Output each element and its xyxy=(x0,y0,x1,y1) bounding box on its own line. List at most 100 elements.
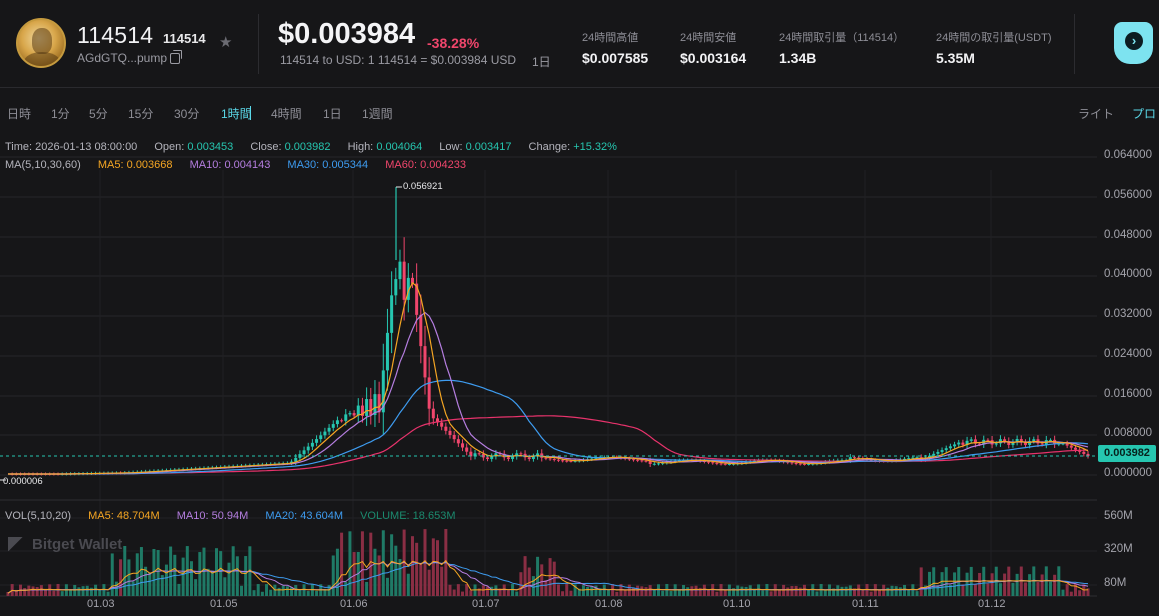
volume-bar xyxy=(690,586,694,596)
candle-body xyxy=(477,453,481,455)
theme-pro-toggle[interactable]: プロ xyxy=(1132,107,1157,121)
volume-bar xyxy=(377,555,381,596)
stat-value: 5.35M xyxy=(936,50,975,66)
volume-bar xyxy=(365,581,369,596)
candle-body xyxy=(294,457,298,462)
candle-body xyxy=(444,426,448,431)
candle-body xyxy=(790,462,794,464)
volume-bar xyxy=(1040,574,1044,596)
volume-bar xyxy=(181,557,185,596)
volume-bar xyxy=(244,556,248,596)
volume-axis-tick: 320M xyxy=(1104,543,1133,555)
volume-bar xyxy=(48,584,52,596)
volume-bar xyxy=(740,586,744,596)
volume-bar xyxy=(723,590,727,596)
candle-body xyxy=(456,439,460,444)
volume-bar xyxy=(556,584,560,596)
candle-body xyxy=(636,459,640,461)
volume-bar xyxy=(498,588,502,596)
volume-bar xyxy=(31,586,35,596)
volume-bar xyxy=(27,585,31,596)
volume-readout: VOL(5,10,20) MA5: 48.704M MA10: 50.94M M… xyxy=(5,510,455,522)
candle-body xyxy=(594,457,598,459)
divider xyxy=(258,14,259,74)
candle-body xyxy=(719,463,723,465)
expand-panel-button[interactable]: › xyxy=(1114,22,1153,64)
tab-timeframe-1h[interactable]: 1時間 xyxy=(221,107,252,121)
volume-bar xyxy=(515,591,519,596)
volume-bar xyxy=(1023,582,1027,596)
candle-body xyxy=(978,443,982,445)
candle-body xyxy=(1023,442,1027,445)
ma30-value: 0.005344 xyxy=(322,159,369,171)
volume-bar xyxy=(878,589,882,596)
tab-timeframe-30m[interactable]: 30分 xyxy=(174,107,200,121)
volume-bar xyxy=(431,538,435,596)
stat-24h-low: 24時間安値 $0.003164 xyxy=(680,29,746,66)
volume-bar xyxy=(894,586,898,596)
candle-body xyxy=(390,295,394,333)
time-axis-tick: 01.11 xyxy=(852,598,879,610)
tab-timeframe-1w[interactable]: 1週間 xyxy=(362,107,393,121)
volume-bar xyxy=(35,587,39,596)
volume-bar xyxy=(815,591,819,596)
volume-bar xyxy=(94,584,98,596)
stat-label: 24時間取引量（114514） xyxy=(779,32,905,44)
candle-body xyxy=(715,462,719,464)
volume-bar xyxy=(836,585,840,596)
candle-body xyxy=(936,451,940,454)
volume-bar xyxy=(135,553,139,596)
volume-bar xyxy=(869,591,873,596)
candle-body xyxy=(932,453,936,456)
candle-body xyxy=(652,463,656,465)
volume-bar xyxy=(661,590,665,596)
tab-timeframe-1d[interactable]: 1日 xyxy=(323,107,342,121)
volume-bar xyxy=(260,591,264,596)
volume-bar xyxy=(769,591,773,596)
volume-bar xyxy=(398,559,402,596)
volume-bar xyxy=(127,559,131,596)
volume-bar xyxy=(852,588,856,596)
volume-bar xyxy=(919,567,923,596)
candle-body xyxy=(315,439,319,443)
candle-body xyxy=(406,277,410,300)
favorite-star-icon[interactable]: ★ xyxy=(219,34,233,51)
tab-timeframe-15m[interactable]: 15分 xyxy=(128,107,154,121)
watermark-text: Bitget Wallet xyxy=(32,536,123,553)
candle-body xyxy=(1015,439,1019,443)
copy-icon[interactable] xyxy=(170,50,182,64)
candle-body xyxy=(928,455,932,458)
volume-bar xyxy=(794,585,798,596)
candle-body xyxy=(986,439,990,441)
vol-ma5-label: MA5: xyxy=(88,510,114,522)
volume-bar xyxy=(1048,581,1052,596)
volume-bar xyxy=(911,584,915,596)
ma10-value: 0.004143 xyxy=(224,159,271,171)
stat-label: 24時間高値 xyxy=(582,32,639,44)
price-axis-tick: 0.040000 xyxy=(1104,268,1152,280)
theme-light-toggle[interactable]: ライト xyxy=(1078,107,1115,121)
volume-bar xyxy=(235,556,239,596)
volume-bar xyxy=(435,540,439,596)
volume-bar xyxy=(623,589,627,596)
volume-bar xyxy=(160,575,164,596)
volume-bar xyxy=(415,542,419,596)
candle-body xyxy=(440,422,444,427)
candle-body xyxy=(1073,447,1077,450)
ma10-label: MA10: xyxy=(189,159,222,171)
volume-bar xyxy=(757,584,761,596)
token-address: AGdGTQ...pump xyxy=(77,51,168,65)
volume-bar xyxy=(98,589,102,596)
candle-body xyxy=(536,453,540,457)
tab-timeframe-5m[interactable]: 5分 xyxy=(89,107,108,121)
volume-bar xyxy=(14,589,18,596)
volume-bar xyxy=(857,584,861,596)
tab-timeframe-1m[interactable]: 1分 xyxy=(51,107,70,121)
candlestick-chart[interactable] xyxy=(0,136,1159,616)
tab-timeframe-4h[interactable]: 4時間 xyxy=(271,107,302,121)
ma10-line xyxy=(8,311,1089,475)
candle-body xyxy=(344,414,348,421)
tab-timeframe-time[interactable]: 日時 xyxy=(7,107,32,121)
current-price-tag: 0.003982 xyxy=(1098,445,1156,462)
volume-bar xyxy=(581,585,585,596)
